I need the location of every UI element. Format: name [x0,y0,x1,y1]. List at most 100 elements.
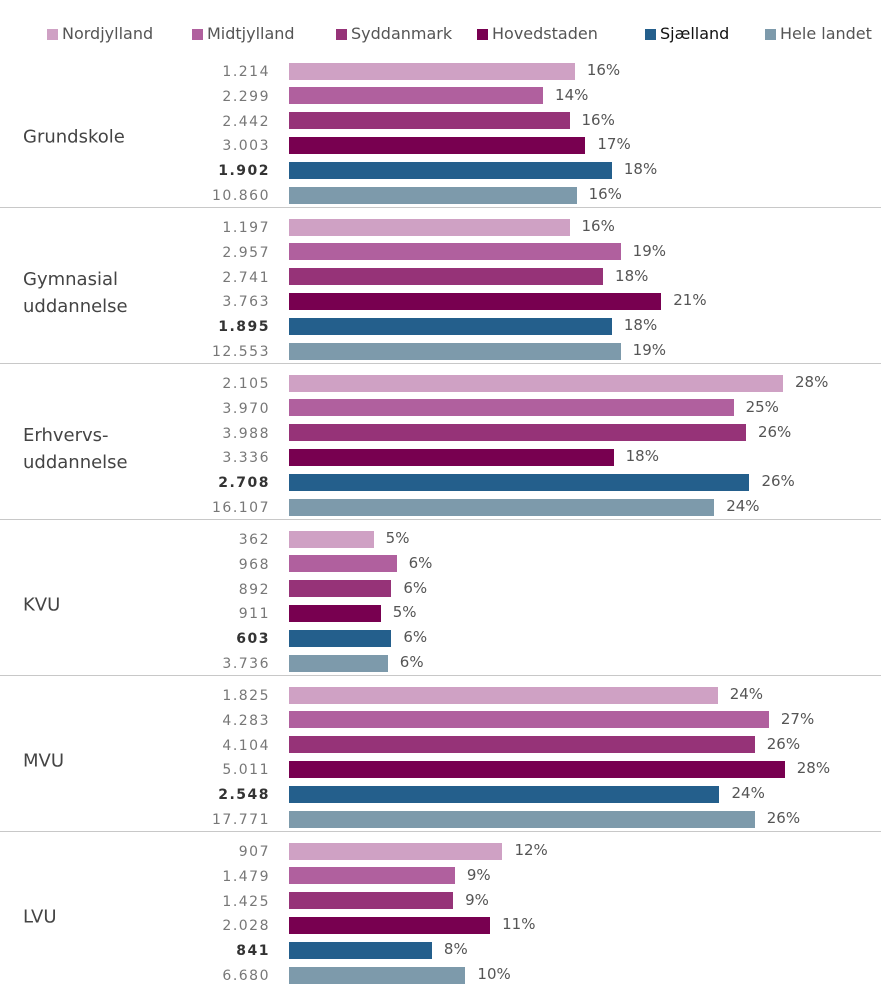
value-label: 10% [477,965,511,983]
bar [289,916,491,934]
count-label: 907 [238,844,270,860]
legend-swatch [477,29,488,40]
legend-label: Syddanmark [351,24,453,43]
value-label: 18% [615,266,649,285]
group-separator [0,363,881,364]
bar [289,87,544,105]
value-label: 19% [632,341,667,359]
bar [289,62,575,80]
value-label: 21% [673,291,707,310]
value-label: 16% [581,110,615,129]
count-label: 1.902 [218,163,270,180]
value-label: 28% [795,373,829,391]
value-label: 18% [625,447,659,466]
bar [289,711,769,729]
count-label: 3.970 [222,400,270,417]
bar [289,161,612,179]
count-label: 2.028 [222,918,270,935]
bar [289,218,570,236]
value-label: 9% [465,890,489,909]
group-separator [0,675,881,676]
value-label: 27% [780,709,815,728]
value-label: 5% [392,603,417,622]
value-label: 24% [731,784,765,803]
count-label: 16.107 [212,500,270,516]
count-label: 3.736 [222,656,270,672]
bar [289,966,466,984]
count-label: 362 [238,532,270,548]
bar [289,941,432,959]
value-label: 26% [757,422,792,441]
bar [289,785,720,803]
value-label: 18% [623,160,658,179]
count-label: 4.283 [222,712,270,729]
bar [289,136,586,154]
count-label: 1.197 [222,220,270,236]
count-label: 1.425 [222,893,270,910]
legend-label: Hovedstaden [492,24,598,43]
count-label: 2.741 [222,269,270,286]
bar [289,268,604,286]
value-label: 16% [581,217,615,235]
bar [289,736,755,754]
count-label: 2.708 [218,475,270,492]
bar [289,892,454,910]
value-label: 26% [761,472,795,491]
category-label: Grundskole [23,126,125,148]
bar [289,448,614,466]
legend-swatch [47,29,58,40]
value-label: 25% [745,397,779,416]
value-label: 6% [408,553,433,572]
count-label: 1.214 [222,64,270,80]
count-label: 2.957 [222,244,270,261]
count-label: 4.104 [222,737,270,754]
bar [289,473,750,491]
count-label: 841 [236,943,270,960]
bar [289,317,612,335]
count-label: 1.479 [222,868,270,885]
value-label: 14% [555,85,589,104]
group-separator [0,831,881,832]
bar [289,498,715,516]
count-label: 3.003 [222,138,270,155]
bar [289,604,381,622]
bar [289,867,455,885]
value-label: 16% [588,185,622,203]
bar [289,399,734,417]
value-label: 24% [729,685,764,703]
value-label: 18% [623,316,658,335]
category-label: KVU [23,594,61,616]
legend-label: Nordjylland [62,24,154,43]
bar [289,530,374,548]
count-label: 2.299 [222,88,270,105]
value-label: 16% [586,61,621,79]
count-label: 2.442 [222,113,270,130]
category-label: Erhvervs-uddannelse [23,425,128,473]
value-label: 5% [385,529,410,547]
bar [289,374,783,392]
count-label: 892 [238,581,270,598]
category-label: LVU [23,906,57,928]
count-label: 968 [238,556,270,573]
count-label: 5.011 [222,762,270,779]
value-label: 6% [403,578,428,597]
legend-swatch [765,29,776,40]
group-separator [0,519,881,520]
count-label: 1.825 [222,688,270,704]
value-label: 17% [597,135,631,154]
count-label: 10.860 [212,188,270,204]
count-label: 6.680 [222,968,270,984]
count-label: 2.548 [218,787,270,804]
count-label: 17.771 [212,812,270,828]
count-label: 12.553 [212,344,270,360]
legend-label: Sjælland [660,24,730,43]
count-label: 3.988 [222,425,270,442]
value-label: 6% [399,653,424,671]
bar [289,842,503,860]
legend-label: Hele landet [780,24,872,43]
count-label: 911 [238,606,270,623]
value-label: 12% [514,841,548,859]
value-label: 26% [766,809,801,827]
value-label: 9% [466,865,491,884]
